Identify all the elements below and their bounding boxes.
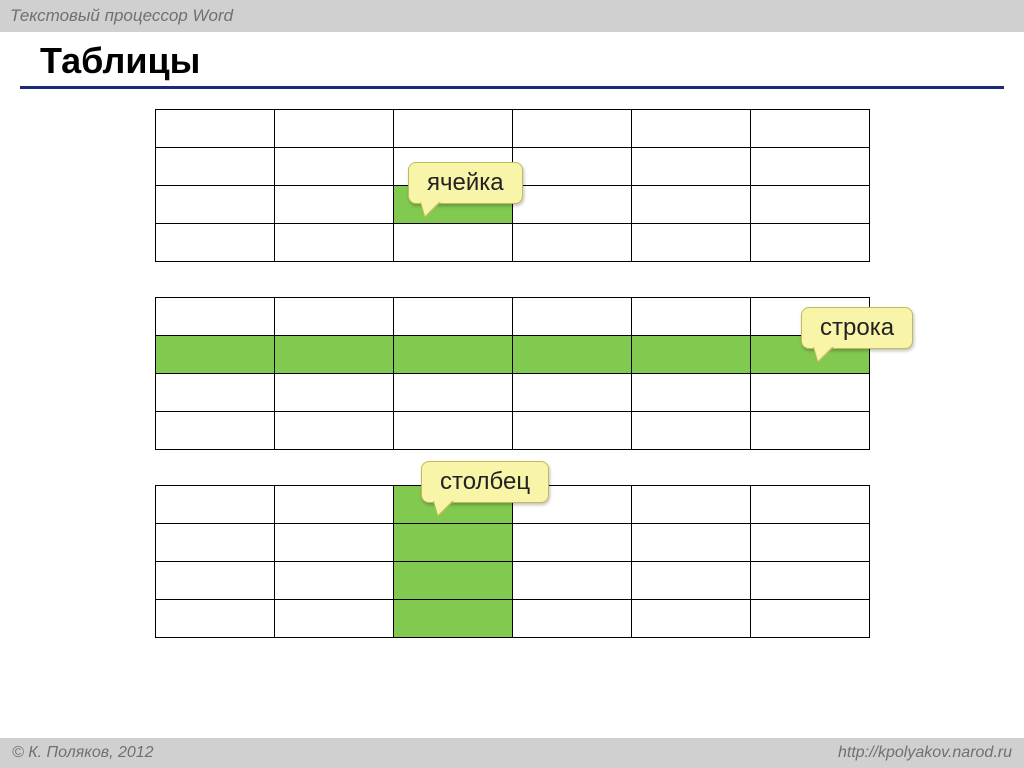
header-bar: Текстовый процессор Word (0, 0, 1024, 32)
cell (393, 374, 512, 412)
cell (274, 412, 393, 450)
cell (393, 224, 512, 262)
callout-cell: ячейка (408, 162, 523, 204)
cell (155, 374, 274, 412)
grid-column (155, 485, 870, 638)
cell (750, 374, 869, 412)
cell (631, 600, 750, 638)
cell (750, 224, 869, 262)
cell (155, 186, 274, 224)
cell (750, 562, 869, 600)
title-area: Таблицы (0, 32, 1024, 84)
cell (512, 110, 631, 148)
cell (155, 298, 274, 336)
cell (274, 524, 393, 562)
cell (274, 562, 393, 600)
cell (155, 486, 274, 524)
cell (155, 110, 274, 148)
cell (512, 412, 631, 450)
cell (393, 336, 512, 374)
cell (155, 148, 274, 186)
grid-wrap-column: столбец (154, 485, 870, 638)
callout-tail (434, 501, 452, 515)
callout-row: строка (801, 307, 913, 349)
cell (274, 486, 393, 524)
cell (274, 224, 393, 262)
callout-tail (814, 347, 832, 361)
cell (631, 148, 750, 186)
cell (750, 486, 869, 524)
cell (155, 412, 274, 450)
cell (750, 186, 869, 224)
cell (512, 562, 631, 600)
footer-bar: © К. Поляков, 2012 http://kpolyakov.naro… (0, 738, 1024, 768)
footer-url: http://kpolyakov.narod.ru (838, 744, 1012, 762)
cell (631, 110, 750, 148)
cell (750, 148, 869, 186)
cell (274, 600, 393, 638)
cell (631, 224, 750, 262)
cell (155, 562, 274, 600)
cell (155, 336, 274, 374)
cell (512, 600, 631, 638)
cell (631, 412, 750, 450)
cell (274, 374, 393, 412)
cell (393, 524, 512, 562)
cell (512, 224, 631, 262)
footer-copyright: © К. Поляков, 2012 (12, 744, 154, 762)
cell (512, 186, 631, 224)
cell (393, 110, 512, 148)
cell (393, 412, 512, 450)
cell (512, 298, 631, 336)
cell (631, 524, 750, 562)
cell (631, 336, 750, 374)
grid-wrap-cell: ячейка (154, 109, 870, 262)
cell (631, 374, 750, 412)
cell (750, 110, 869, 148)
cell (155, 600, 274, 638)
cell (512, 524, 631, 562)
cell (631, 186, 750, 224)
cell (274, 336, 393, 374)
header-subtitle: Текстовый процессор Word (10, 6, 233, 26)
cell (750, 524, 869, 562)
grid-row (155, 297, 870, 450)
cell (393, 298, 512, 336)
cell (155, 224, 274, 262)
cell (512, 374, 631, 412)
cell (274, 148, 393, 186)
page-title: Таблицы (40, 40, 984, 82)
cell (274, 186, 393, 224)
cell (631, 486, 750, 524)
cell (274, 110, 393, 148)
callout-column: столбец (421, 461, 549, 503)
cell (393, 562, 512, 600)
cell (512, 148, 631, 186)
cell (750, 600, 869, 638)
cell (274, 298, 393, 336)
cell (155, 524, 274, 562)
cell (393, 600, 512, 638)
cell (631, 298, 750, 336)
content-area: ячейка строка столбец (0, 89, 1024, 638)
callout-tail (421, 202, 439, 216)
cell (750, 412, 869, 450)
grid-wrap-row: строка (154, 297, 870, 450)
cell (512, 336, 631, 374)
cell (631, 562, 750, 600)
